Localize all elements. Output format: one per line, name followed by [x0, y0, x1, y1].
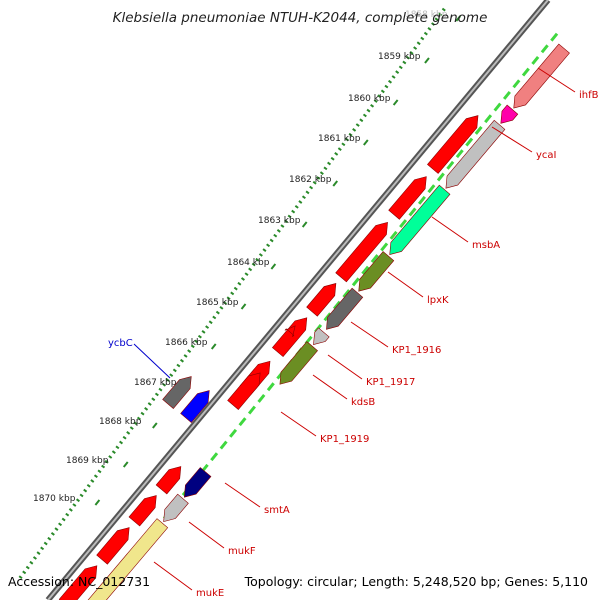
scale-tick-mark — [270, 263, 277, 270]
block-grey — [163, 493, 189, 523]
scale-tick-mark — [455, 15, 462, 22]
scale-ruler — [18, 6, 447, 580]
callout-line — [350, 321, 389, 348]
scale-tick-mark — [392, 99, 399, 106]
scale-tick-label: 1865 kbp — [196, 298, 239, 308]
callout-line — [387, 271, 424, 298]
callout-line — [133, 343, 171, 379]
gene-label-muke[interactable]: mukE — [196, 588, 224, 599]
gene-label-kp1-1919[interactable]: KP1_1919 — [320, 434, 369, 445]
gene-label-smta[interactable]: smtA — [264, 505, 290, 516]
forward-gene-arrow — [128, 495, 157, 527]
forward-gene-arrow — [306, 283, 337, 317]
callout-line — [312, 374, 348, 400]
forward-gene-arrow — [155, 466, 182, 495]
ihfB-outer-block — [513, 43, 570, 109]
msbA-block — [389, 184, 451, 255]
scale-tick-label: 1866 kbp — [165, 338, 208, 348]
scale-tick-label: 1858 kbp — [405, 10, 448, 20]
callout-line — [537, 67, 576, 93]
forward-gene-arrow — [335, 221, 388, 283]
forward-gene-arrow-kp1-1919 — [227, 372, 261, 410]
scale-tick-mark — [363, 139, 369, 146]
genome-backbone — [45, 0, 551, 600]
ycaI-block — [445, 119, 506, 189]
forward-gene-arrow — [96, 527, 130, 565]
scale-tick-label: 1861 kbp — [318, 134, 361, 144]
callout-line — [153, 561, 193, 591]
gene-label-ihfb[interactable]: ihfB — [579, 90, 599, 101]
topology-label: Topology: circular; Length: 5,248,520 bp… — [244, 574, 588, 589]
scale-tick-mark — [210, 343, 217, 350]
scale-tick-mark — [122, 461, 129, 468]
scale-tick-label: 1862 kbp — [289, 175, 332, 185]
scale-tick-mark — [301, 221, 308, 228]
scale-dotted-line — [18, 6, 447, 580]
scale-tick-label: 1867 kbp — [134, 378, 177, 388]
gene-label-ycai[interactable]: ycaI — [536, 150, 557, 161]
scale-tick-label: 1860 kbp — [348, 94, 391, 104]
gene-label-mukf[interactable]: mukF — [228, 546, 256, 557]
scale-tick-label: 1869 kbp — [66, 456, 109, 466]
forward-gene-arrow-small — [284, 325, 296, 337]
scale-tick-mark — [332, 180, 339, 187]
scale-tick-label: 1863 kbp — [258, 216, 301, 226]
gene-label-msba[interactable]: msbA — [472, 240, 500, 251]
callout-line — [491, 126, 533, 153]
scale-tick-mark — [152, 422, 158, 429]
kdsB-block — [279, 341, 318, 385]
forward-gene-arrow — [58, 565, 98, 600]
ycbC-grey-block — [162, 376, 192, 409]
gene-label-kdsb[interactable]: kdsB — [351, 397, 375, 408]
outer-gene-track — [162, 376, 210, 423]
scale-tick-label: 1870 kbp — [33, 494, 76, 504]
accession-label: Accession: NC_012731 — [8, 574, 151, 589]
scale-tick-label: 1859 kbp — [378, 52, 421, 62]
gene-label-kp1-1916[interactable]: KP1_1916 — [392, 345, 441, 356]
callout-line — [188, 521, 225, 549]
map-title: Klebsiella pneumoniae NTUH-K2044, comple… — [112, 10, 488, 26]
callout-line — [327, 354, 363, 380]
mukE-block — [87, 518, 169, 600]
scale-tick-label: 1864 kbp — [227, 258, 270, 268]
forward-gene-arrow — [271, 317, 308, 358]
callout-line — [224, 482, 261, 508]
scale-tick-mark — [240, 303, 247, 310]
backbone-highlight — [47, 0, 549, 600]
inner-gene-track — [87, 43, 570, 600]
scale-tick-labels: 1858 kbp 1859 kbp 1860 kbp 1861 kbp 1862 kbp… — [33, 10, 462, 506]
ycbC-block — [180, 390, 210, 423]
KP1_1916-block — [326, 287, 364, 330]
scale-tick-label: 1868 kbp — [99, 417, 142, 427]
gene-callouts: ihfB ycaI msbA lpxK KP1_1916 KP1_1917 kdsB KP1_… — [108, 67, 599, 599]
gene-label-kp1-1917[interactable]: KP1_1917 — [366, 377, 415, 388]
smtA-block — [183, 467, 212, 498]
lpxK-block — [358, 251, 395, 292]
callout-line — [280, 411, 317, 437]
callout-line — [431, 216, 469, 243]
ihfB-block — [500, 104, 519, 124]
forward-gene-arrow — [388, 176, 427, 220]
forward-gene-arrow — [427, 115, 479, 174]
scale-tick-mark — [424, 57, 430, 64]
scale-tick-mark — [94, 499, 101, 506]
gene-label-lpxk[interactable]: lpxK — [427, 295, 449, 306]
gene-label-ycbc[interactable]: ycbC — [108, 338, 133, 349]
KP1_1917-block — [313, 327, 330, 345]
forward-gene-track — [58, 115, 479, 600]
